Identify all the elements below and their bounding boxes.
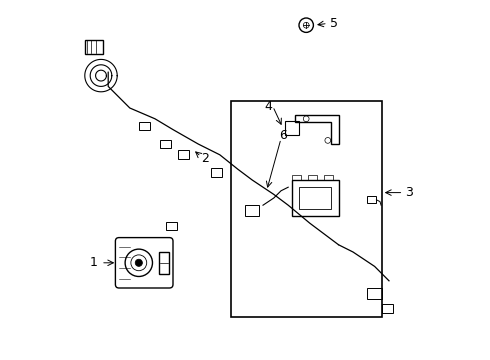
Bar — [166, 222, 176, 230]
Bar — [292, 180, 339, 216]
Bar — [160, 140, 171, 148]
Bar — [308, 175, 317, 180]
Bar — [245, 205, 259, 216]
Text: 5: 5 — [330, 17, 338, 30]
Bar — [368, 288, 382, 299]
Bar — [382, 304, 392, 313]
Bar — [285, 121, 299, 135]
Bar — [211, 168, 221, 177]
Circle shape — [135, 259, 143, 266]
Bar — [368, 196, 376, 203]
Bar — [139, 122, 149, 130]
Bar — [159, 252, 170, 274]
Text: 3: 3 — [405, 186, 413, 199]
Text: 2: 2 — [201, 152, 209, 165]
Text: 6: 6 — [280, 129, 288, 141]
Bar — [85, 40, 103, 54]
Bar — [292, 175, 301, 180]
Bar — [178, 150, 189, 159]
Text: 1: 1 — [90, 256, 98, 269]
Text: 4: 4 — [265, 100, 272, 113]
Bar — [299, 187, 331, 209]
Bar — [324, 175, 333, 180]
